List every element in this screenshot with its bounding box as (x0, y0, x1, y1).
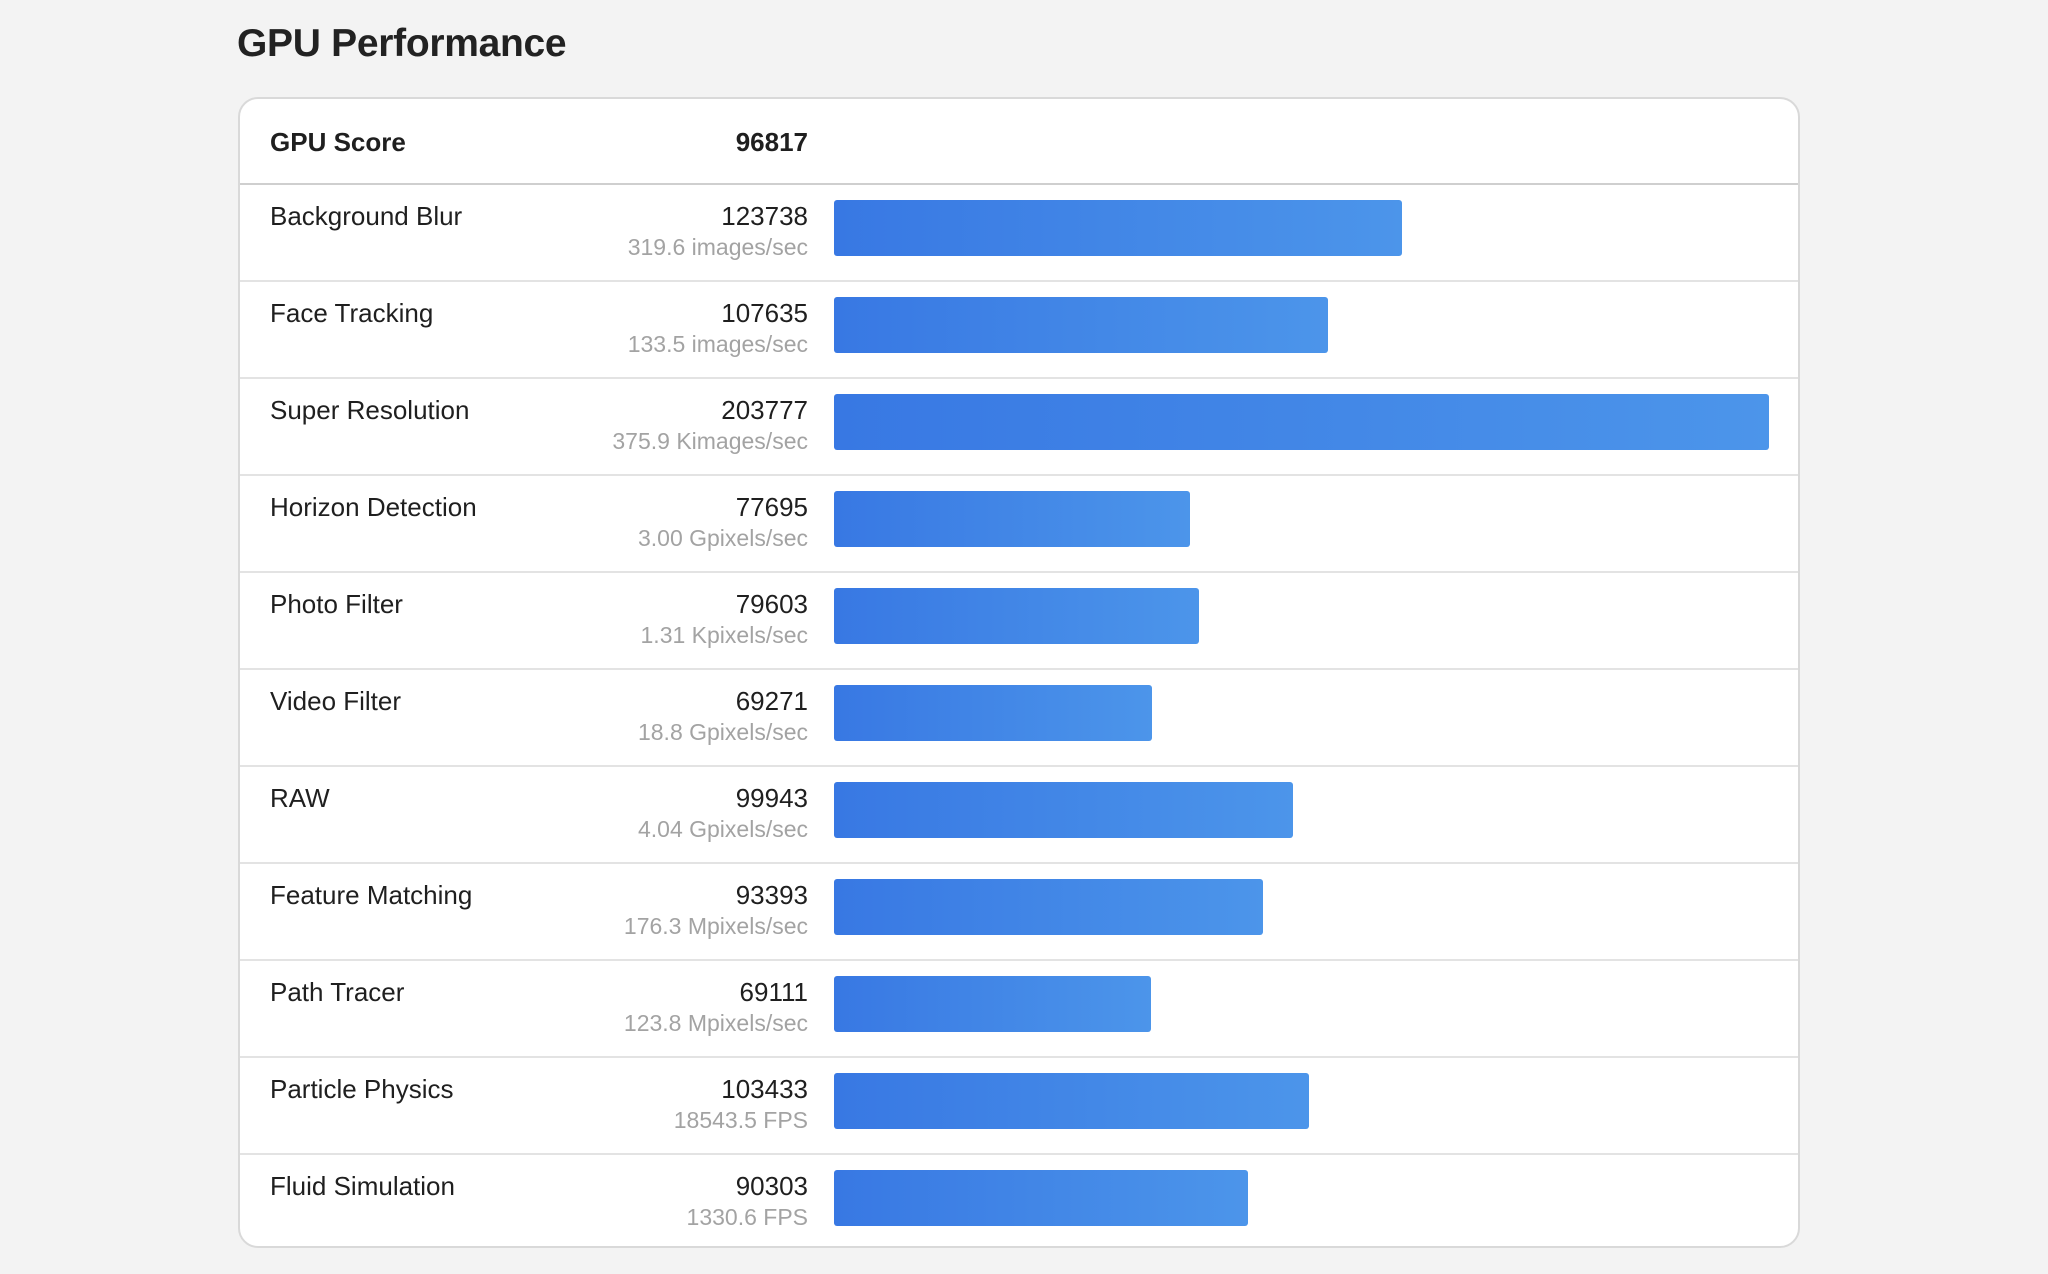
table-row: Photo Filter 79603 1.31 Kpixels/sec (240, 573, 1798, 670)
benchmark-score: 103433 (721, 1074, 808, 1104)
benchmark-rows: Background Blur 123738 319.6 images/sec Fac… (240, 185, 1798, 1246)
benchmark-score: 107635 (721, 298, 808, 328)
page-title: GPU Performance (237, 22, 567, 65)
table-row: Background Blur 123738 319.6 images/sec (240, 185, 1798, 282)
benchmark-name: RAW (270, 783, 330, 813)
benchmark-name: Background Blur (270, 201, 463, 231)
benchmark-bar (834, 297, 1328, 353)
benchmark-name: Path Tracer (270, 977, 405, 1007)
benchmark-bar (834, 200, 1402, 256)
table-row: Super Resolution 203777 375.9 Kimages/sec (240, 379, 1798, 476)
benchmark-bar (834, 1170, 1248, 1226)
table-row: Feature Matching 93393 176.3 Mpixels/sec (240, 864, 1798, 961)
benchmark-rate: 18.8 Gpixels/sec (637, 719, 808, 745)
benchmark-bar (834, 976, 1151, 1032)
benchmark-name: Particle Physics (270, 1074, 454, 1104)
benchmark-rate: 4.04 Gpixels/sec (637, 816, 808, 842)
benchmark-score: 69271 (735, 686, 808, 716)
benchmark-score: 123738 (721, 201, 808, 231)
benchmark-rate: 375.9 Kimages/sec (612, 428, 808, 454)
benchmark-rate: 1.31 Kpixels/sec (640, 622, 808, 648)
benchmark-bar (834, 491, 1190, 547)
table-row: Particle Physics 103433 18543.5 FPS (240, 1058, 1798, 1155)
benchmark-rate: 176.3 Mpixels/sec (623, 913, 808, 939)
benchmark-score: 93393 (735, 880, 808, 910)
benchmark-bar (834, 685, 1152, 741)
benchmark-name: Photo Filter (270, 589, 403, 619)
benchmark-score: 69111 (739, 977, 808, 1007)
benchmark-rate: 3.00 Gpixels/sec (637, 525, 808, 551)
benchmark-rate: 1330.6 FPS (686, 1204, 808, 1230)
table-row: Face Tracking 107635 133.5 images/sec (240, 282, 1798, 379)
table-row: Path Tracer 69111 123.8 Mpixels/sec (240, 961, 1798, 1058)
gpu-score-label: GPU Score (270, 127, 406, 157)
benchmark-rate: 133.5 images/sec (627, 331, 808, 357)
benchmark-bar (834, 782, 1293, 838)
benchmark-rate: 319.6 images/sec (627, 234, 808, 260)
benchmark-bar (834, 588, 1199, 644)
benchmark-score: 203777 (721, 395, 808, 425)
table-row: RAW 99943 4.04 Gpixels/sec (240, 767, 1798, 864)
benchmark-score: 99943 (735, 783, 808, 813)
benchmark-name: Video Filter (270, 686, 402, 716)
benchmark-name: Feature Matching (270, 880, 473, 910)
benchmark-score: 79603 (735, 589, 808, 619)
benchmark-name: Super Resolution (270, 395, 470, 425)
gpu-score-row: GPU Score 96817 (240, 99, 1798, 185)
table-row: Fluid Simulation 90303 1330.6 FPS (240, 1155, 1798, 1246)
benchmark-name: Horizon Detection (270, 492, 477, 522)
benchmark-rate: 18543.5 FPS (673, 1107, 808, 1133)
benchmark-name: Fluid Simulation (270, 1171, 455, 1201)
benchmark-score: 77695 (735, 492, 808, 522)
benchmark-bar (834, 879, 1263, 935)
benchmark-name: Face Tracking (270, 298, 434, 328)
benchmark-bar (834, 1073, 1309, 1129)
table-row: Horizon Detection 77695 3.00 Gpixels/sec (240, 476, 1798, 573)
gpu-score-value: 96817 (735, 127, 808, 157)
table-row: Video Filter 69271 18.8 Gpixels/sec (240, 670, 1798, 767)
benchmark-bar (834, 394, 1769, 450)
results-card: GPU Score 96817 Background Blur 123738 319… (238, 97, 1800, 1248)
benchmark-score: 90303 (735, 1171, 808, 1201)
benchmark-rate: 123.8 Mpixels/sec (623, 1010, 808, 1036)
